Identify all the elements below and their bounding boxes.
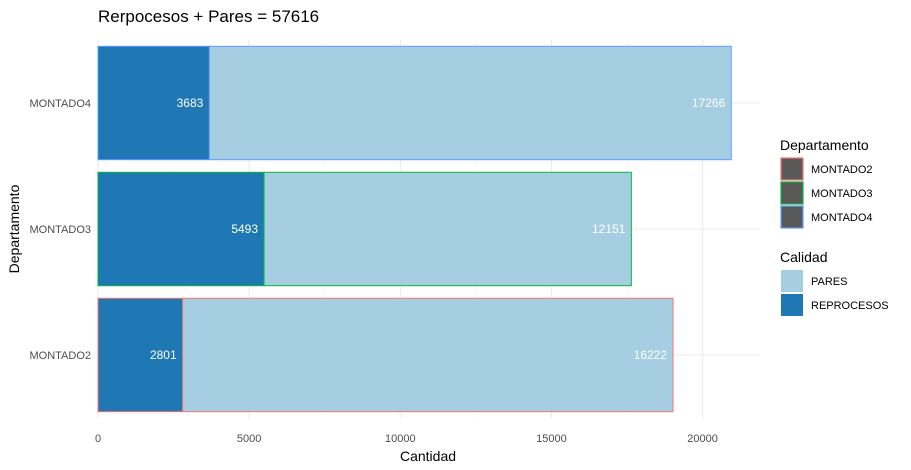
bar-reprocesos-montado2	[97, 297, 184, 413]
bar-reprocesos-montado4	[97, 45, 210, 161]
bar-value-label: 17266	[692, 96, 726, 110]
legend-key	[780, 205, 804, 229]
legend-label: REPROCESOS	[811, 300, 889, 312]
bar-value-label: 3683	[177, 96, 204, 110]
chart-title: Rerpocesos + Pares = 57616	[98, 7, 319, 26]
bar-value-label: 12151	[592, 222, 626, 236]
legend-title: Calidad	[780, 249, 827, 265]
bars-layer	[97, 45, 732, 413]
legend-label: MONTADO4	[811, 212, 873, 224]
legend-label: MONTADO2	[811, 164, 873, 176]
x-axis-ticks: 0 5000 10000 15000 20000	[95, 433, 718, 445]
bar-value-label: 5493	[231, 222, 258, 236]
y-tick-label: MONTADO3	[29, 224, 91, 236]
legend-key	[781, 270, 803, 292]
bar-pares-montado4	[208, 45, 732, 161]
x-tick-label: 20000	[687, 433, 718, 445]
bar-reprocesos-montado3	[97, 171, 265, 287]
legend-key	[781, 294, 803, 316]
legends: Departamento MONTADO2 MONTADO3 MONTADO4 Cali…	[780, 137, 889, 316]
x-tick-label: 15000	[536, 433, 567, 445]
legend-key	[780, 157, 804, 181]
bar-labels-layer: 2801 16222 5493 12151 3683 17266	[150, 96, 726, 362]
legend-label: PARES	[811, 276, 847, 288]
y-axis-title: Departamento	[6, 184, 22, 273]
y-tick-label: MONTADO4	[29, 98, 91, 110]
x-axis-title: Cantidad	[400, 448, 456, 464]
x-tick-label: 10000	[385, 433, 416, 445]
legend-key	[780, 181, 804, 205]
bar-pares-montado2	[182, 297, 674, 413]
legend-label: MONTADO3	[811, 188, 873, 200]
x-tick-label: 5000	[237, 433, 261, 445]
bar-value-label: 2801	[150, 348, 177, 362]
y-tick-label: MONTADO2	[29, 350, 91, 362]
y-axis-ticks: MONTADO2 MONTADO3 MONTADO4	[29, 98, 91, 362]
bar-pares-montado3	[263, 171, 632, 287]
legend-title: Departamento	[780, 137, 869, 153]
x-tick-label: 0	[95, 433, 101, 445]
bar-value-label: 16222	[634, 348, 668, 362]
